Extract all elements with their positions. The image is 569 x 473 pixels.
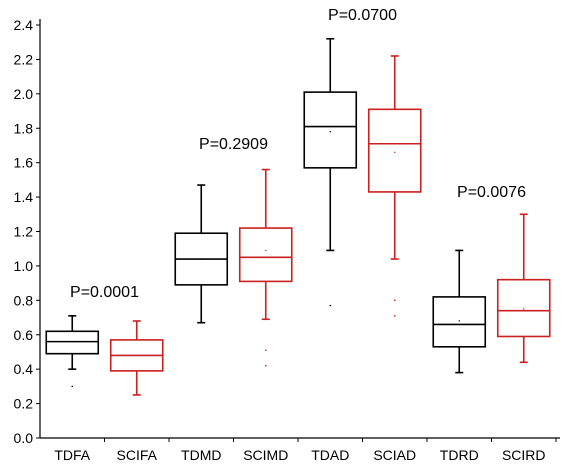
y-tick-label: 0.0 — [14, 430, 34, 446]
x-tick-label: SCIFA — [117, 447, 158, 463]
y-tick-label: 0.2 — [14, 396, 34, 412]
outlier-point — [393, 299, 396, 302]
box-sciad — [367, 55, 422, 317]
mean-point — [71, 340, 73, 343]
box-scimd — [238, 168, 293, 367]
y-tick-label: 1.4 — [14, 189, 34, 205]
box-iqr — [238, 227, 293, 283]
outlier-point — [329, 304, 332, 307]
y-tick-label: 1.8 — [14, 120, 34, 136]
box-iqr — [496, 278, 551, 338]
y-tick-label: 0.8 — [14, 292, 34, 308]
y-tick-label: 2.2 — [14, 51, 34, 67]
x-tick-label: SCIAD — [373, 447, 416, 463]
mean-point — [136, 354, 138, 357]
p-value-label: P=0.0001 — [70, 284, 139, 301]
x-tick-label: TDFA — [54, 447, 90, 463]
y-tick-label: 2.0 — [14, 86, 34, 102]
x-tick-label: TDMD — [181, 447, 221, 463]
outlier-point — [264, 349, 267, 352]
box-tdfa — [45, 315, 100, 388]
p-value-annotations: P=0.0001 P=0.2909 P=0.0700 P=0.0076 — [70, 7, 526, 301]
y-tick-label: 1.2 — [14, 224, 34, 240]
y-tick-label: 0.6 — [14, 327, 34, 343]
box-iqr — [45, 330, 100, 355]
mean-point — [200, 258, 202, 260]
y-tick-label: 1.6 — [14, 155, 34, 171]
x-tick-label: TDRD — [440, 447, 479, 463]
box-tdad — [303, 37, 358, 307]
outlier-point — [264, 364, 267, 367]
mean-point — [394, 151, 396, 154]
y-tick-label: 2.4 — [14, 17, 34, 33]
p-value-label: P=0.2909 — [199, 136, 268, 153]
box-iqr — [303, 91, 358, 169]
box-tdmd — [174, 184, 229, 324]
box-iqr — [432, 296, 487, 348]
p-value-label: P=0.0700 — [328, 7, 397, 24]
box-scird — [496, 213, 551, 364]
box-series — [45, 37, 551, 396]
y-tick-label: 0.4 — [14, 361, 34, 377]
mean-point — [458, 320, 460, 322]
mean-point — [265, 249, 267, 252]
box-tdrd — [432, 249, 487, 374]
axes: 0.0 0.2 0.4 0.6 0.8 1.0 1.2 1.4 1.6 1.8 2.0 2.2 2.4 — [14, 17, 560, 446]
outlier-point — [71, 385, 74, 388]
category-labels: TDFA SCIFA TDMD SCIMD TDAD SCIAD TDRD SCIRD — [54, 447, 545, 463]
box-scifa — [109, 320, 164, 396]
y-tick-label: 1.0 — [14, 258, 34, 274]
x-tick-label: SCIRD — [502, 447, 546, 463]
x-tick-label: TDAD — [311, 447, 349, 463]
outlier-point — [393, 315, 396, 317]
box-iqr — [367, 108, 422, 193]
x-tick-label: SCIMD — [243, 447, 288, 463]
mean-point — [329, 130, 331, 133]
p-value-label: P=0.0076 — [457, 184, 526, 201]
mean-point — [523, 308, 525, 310]
